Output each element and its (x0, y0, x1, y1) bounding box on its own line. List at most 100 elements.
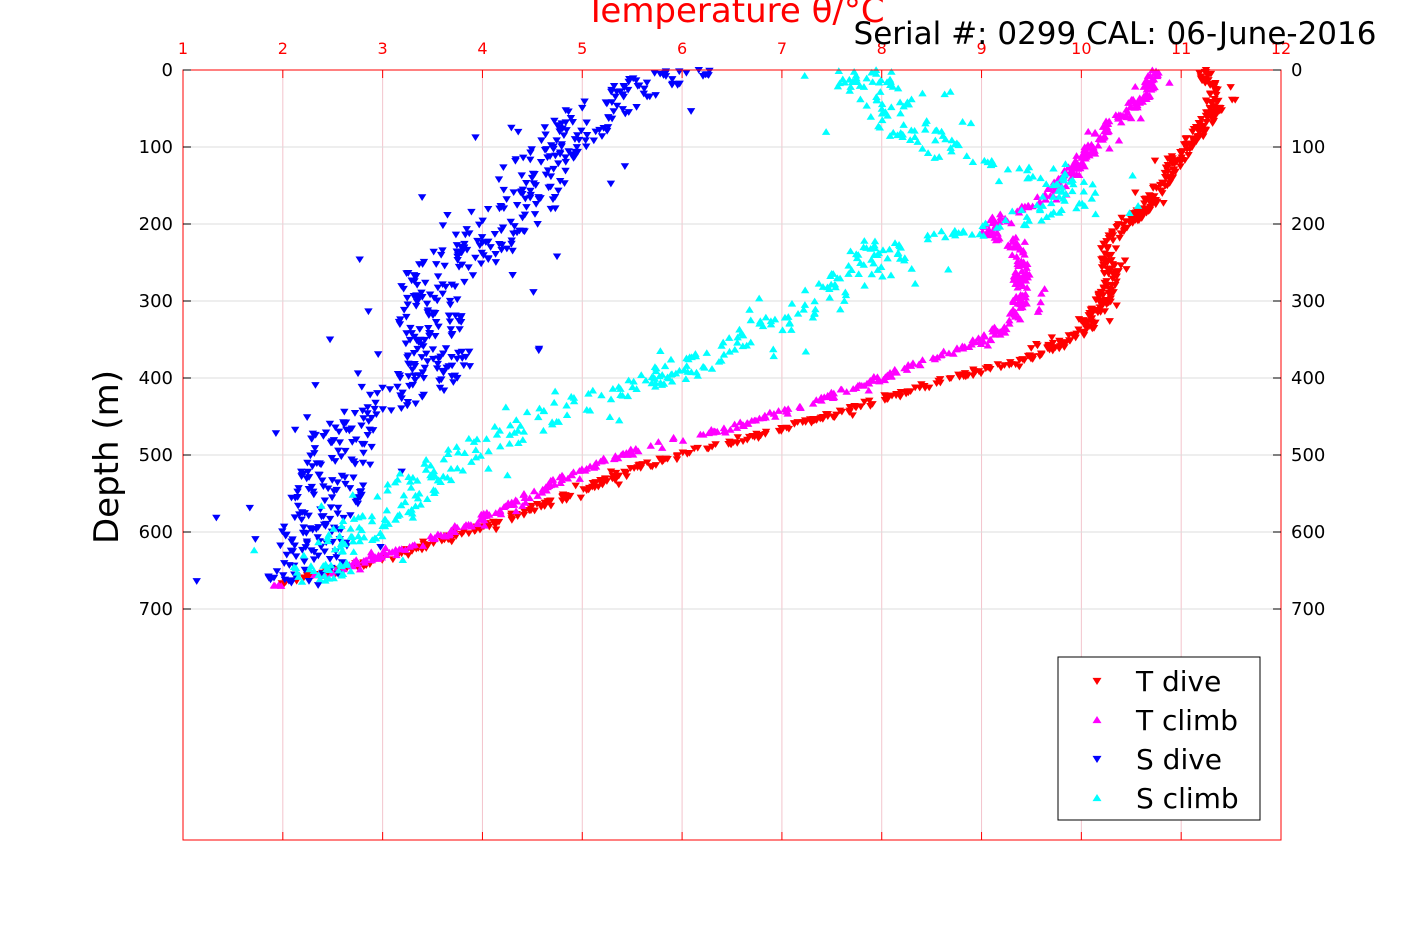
data-point (503, 471, 512, 479)
data-point (484, 255, 493, 263)
data-point (491, 509, 500, 517)
data-point (883, 111, 892, 119)
data-point (551, 205, 560, 213)
data-point (419, 374, 428, 382)
data-point (443, 211, 452, 219)
data-point (748, 432, 757, 440)
data-point (437, 376, 446, 384)
data-point (635, 82, 644, 90)
data-point (446, 464, 456, 472)
data-point (419, 391, 428, 399)
data-point (404, 269, 413, 277)
data-point (685, 449, 694, 457)
data-point (923, 149, 933, 157)
data-point (883, 254, 892, 262)
y-tick-label-right: 200 (1291, 214, 1325, 235)
data-point (780, 313, 790, 321)
y-tick-label-right: 0 (1291, 60, 1302, 81)
data-point (445, 530, 455, 538)
data-point (1201, 69, 1211, 76)
data-point (743, 420, 753, 427)
data-point (539, 426, 548, 434)
data-point (447, 281, 457, 289)
data-point (947, 136, 957, 144)
data-point (403, 402, 412, 410)
data-point (543, 167, 553, 175)
data-point (398, 556, 408, 564)
data-point (883, 392, 893, 400)
data-point (606, 180, 616, 188)
data-point (397, 405, 406, 413)
data-point (408, 513, 418, 521)
data-point (409, 350, 419, 357)
data-point (853, 381, 863, 389)
data-point (519, 427, 529, 435)
data-point (212, 514, 221, 522)
data-point (921, 119, 930, 127)
data-point (451, 312, 460, 320)
data-point (354, 532, 363, 540)
data-point (365, 461, 375, 469)
data-point (698, 362, 708, 370)
data-point (512, 229, 522, 237)
data-point (360, 441, 369, 448)
data-point (1073, 163, 1082, 171)
data-point (1099, 256, 1108, 264)
data-point (612, 102, 622, 110)
data-point (841, 288, 850, 296)
data-point (412, 292, 421, 300)
data-point (397, 395, 406, 403)
data-point (323, 485, 333, 493)
data-point (898, 133, 907, 141)
data-point (1104, 235, 1114, 242)
data-point (1107, 257, 1116, 264)
data-point (983, 364, 992, 371)
data-point (1100, 308, 1110, 315)
data-point (439, 455, 449, 463)
data-point (378, 548, 388, 556)
data-point (876, 88, 885, 95)
data-point (851, 71, 861, 79)
data-point (364, 308, 373, 316)
data-point (609, 82, 619, 90)
data-point (1019, 273, 1029, 281)
data-point (361, 556, 371, 564)
data-point (314, 571, 323, 579)
data-point (604, 114, 613, 121)
data-point (516, 422, 525, 429)
data-point (429, 309, 438, 317)
data-point (840, 78, 849, 86)
data-point (1084, 127, 1093, 135)
data-point (1122, 266, 1131, 273)
data-point (346, 532, 356, 540)
x-tick-label: 3 (378, 39, 388, 58)
data-point (1187, 140, 1197, 148)
data-point (1231, 96, 1240, 104)
data-point (1009, 276, 1018, 283)
data-point (591, 128, 600, 136)
data-point (461, 521, 471, 528)
data-point (790, 421, 799, 428)
data-point (458, 355, 467, 362)
data-point (363, 410, 372, 417)
data-point (1108, 232, 1118, 239)
data-point (851, 404, 861, 412)
data-point (367, 443, 376, 451)
data-point (1134, 217, 1144, 224)
data-point (438, 247, 447, 255)
data-point (667, 377, 677, 385)
data-point (769, 345, 778, 353)
data-point (338, 547, 348, 555)
data-point (1082, 318, 1092, 325)
data-point (1097, 289, 1106, 297)
data-point (536, 159, 546, 166)
data-point (413, 345, 422, 353)
data-point (399, 306, 409, 314)
data-point (1104, 270, 1113, 278)
data-point (410, 278, 419, 285)
data-point (846, 247, 855, 255)
data-point (1016, 304, 1025, 311)
data-point (338, 570, 348, 577)
data-point (484, 447, 493, 455)
data-point (314, 552, 323, 560)
